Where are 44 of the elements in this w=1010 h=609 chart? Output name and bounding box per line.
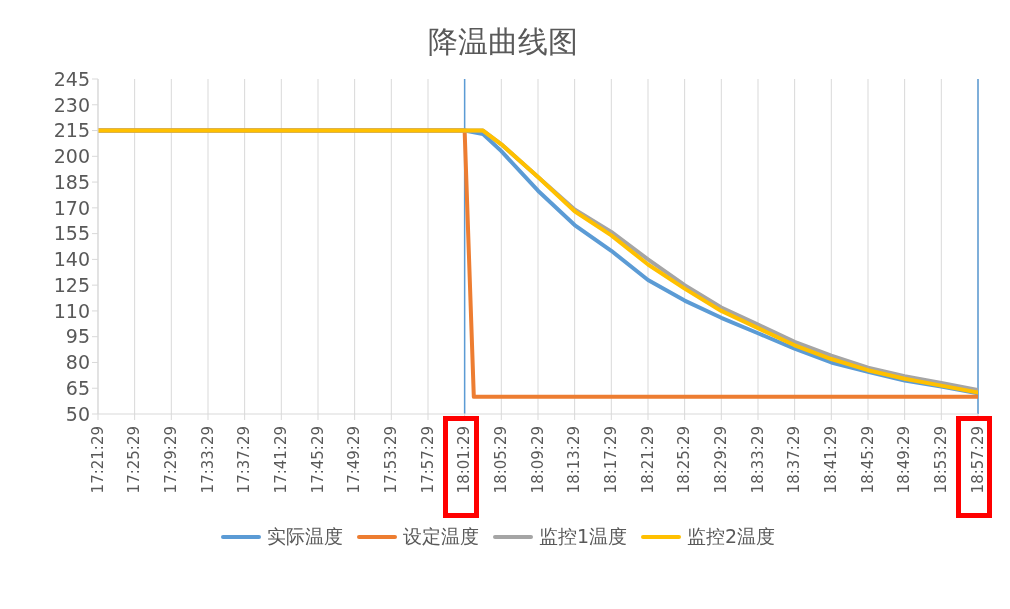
x-tick-label: 18:05:29	[491, 426, 510, 494]
x-tick-label: 18:01:29	[455, 426, 474, 494]
x-tick-label: 18:41:29	[821, 426, 840, 494]
x-tick-label: 18:49:29	[895, 426, 914, 494]
x-tick-label: 18:45:29	[858, 426, 877, 494]
x-tick-label: 18:25:29	[675, 426, 694, 494]
x-tick-label: 18:33:29	[748, 426, 767, 494]
y-tick-label: 65	[65, 376, 90, 399]
x-tick-label: 17:41:29	[271, 426, 290, 494]
y-tick-label: 125	[53, 273, 90, 296]
legend-label: 监控2温度	[687, 524, 776, 549]
legend-label: 实际温度	[266, 524, 343, 549]
y-tick-label: 215	[53, 119, 90, 142]
x-tick-label: 17:25:29	[125, 426, 144, 494]
y-tick-label: 110	[53, 299, 90, 322]
y-tick-label: 245	[53, 67, 90, 90]
y-tick-label: 185	[53, 170, 90, 193]
x-tick-label: 17:29:29	[161, 426, 180, 494]
x-tick-label: 17:37:29	[235, 426, 254, 494]
x-tick-label: 18:57:29	[968, 426, 987, 494]
y-tick-label: 230	[53, 93, 90, 116]
x-tick-label: 18:09:29	[528, 426, 547, 494]
y-tick-label: 170	[53, 196, 90, 219]
x-tick-label: 18:53:29	[931, 426, 950, 494]
x-tick-label: 18:21:29	[638, 426, 657, 494]
y-tick-label: 95	[65, 325, 90, 348]
x-tick-label: 17:53:29	[381, 426, 400, 494]
y-tick-label: 155	[53, 222, 90, 245]
y-tick-label: 50	[65, 402, 90, 425]
y-tick-label: 80	[65, 351, 90, 374]
x-tick-label: 17:45:29	[308, 426, 327, 494]
x-tick-label: 17:21:29	[88, 426, 107, 494]
y-tick-label: 140	[53, 248, 90, 271]
x-tick-label: 18:13:29	[565, 426, 584, 494]
y-tick-label: 200	[53, 145, 90, 168]
x-tick-label: 17:57:29	[418, 426, 437, 494]
x-tick-label: 18:37:29	[785, 426, 804, 494]
x-tick-label: 18:29:29	[711, 426, 730, 494]
legend-label: 监控1温度	[538, 524, 627, 549]
x-tick-label: 17:49:29	[345, 426, 364, 494]
x-tick-label: 18:17:29	[601, 426, 620, 494]
chart-title: 降温曲线图	[427, 23, 579, 61]
legend-label: 设定温度	[402, 524, 479, 549]
x-tick-label: 17:33:29	[198, 426, 217, 494]
